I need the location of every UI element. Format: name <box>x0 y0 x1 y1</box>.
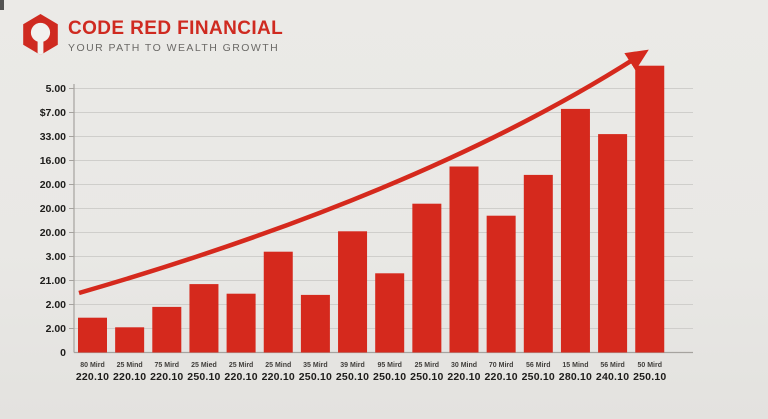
x-tick-label-line1: 56 Mird <box>600 362 625 369</box>
screen-edge-artifact <box>0 0 4 10</box>
y-tick-label: 33.00 <box>40 131 66 143</box>
y-tick-label: 0 <box>60 347 66 359</box>
x-tick-label-line1: 15 Mind <box>562 362 588 369</box>
bar <box>78 317 107 353</box>
x-tick-label-line1: 25 Mind <box>117 362 143 369</box>
bar <box>635 65 665 353</box>
x-tick-label-line2: 220.10 <box>113 371 146 383</box>
bar <box>115 327 145 353</box>
x-tick-label-line1: 25 Mird <box>415 362 440 369</box>
x-tick-label-line2: 220.10 <box>150 371 183 383</box>
bar <box>598 134 628 353</box>
x-tick-label-line1: 25 Mind <box>265 362 291 369</box>
x-tick-label-line2: 250.10 <box>299 371 332 383</box>
brand-title: CODE RED FINANCIAL <box>68 18 284 39</box>
x-tick-label-line1: 50 Mird <box>637 362 662 369</box>
y-tick-label: 20.00 <box>40 179 66 191</box>
y-tick-label: 2.00 <box>46 299 67 311</box>
x-tick-label-line1: 70 Mird <box>489 362 514 369</box>
x-tick-label-line2: 250.10 <box>336 371 369 383</box>
bar <box>263 251 293 353</box>
x-tick-label-line2: 220.10 <box>262 371 295 383</box>
trend-arrow <box>78 49 649 296</box>
x-tick-label-line1: 35 Mird <box>303 362 328 369</box>
y-tick-label: 3.00 <box>46 251 67 263</box>
brand-subtitle: YOUR PATH TO WEALTH GROWTH <box>68 41 280 54</box>
bar <box>300 294 330 353</box>
bar <box>338 231 368 353</box>
x-tick-label-line2: 220.10 <box>224 371 257 383</box>
x-tick-label-line1: 80 Mird <box>80 362 105 369</box>
bar <box>189 284 219 353</box>
y-tick-label: 5.00 <box>46 83 67 95</box>
x-tick-label-line2: 220.10 <box>76 371 109 383</box>
y-tick-label: 21.00 <box>40 275 66 287</box>
x-tick-label-line2: 250.10 <box>522 371 555 383</box>
x-tick-label-line2: 280.10 <box>559 371 592 383</box>
x-tick-label-line2: 250.10 <box>373 371 406 383</box>
x-tick-label-line1: 25 Mied <box>191 362 217 369</box>
bar <box>412 203 442 353</box>
x-tick-label-line1: 25 Mird <box>229 362 254 369</box>
y-tick-label: 16.00 <box>40 155 66 167</box>
y-tick-label: 2.00 <box>46 323 67 335</box>
x-tick-label-line2: 250.10 <box>633 371 666 383</box>
x-tick-label-line1: 30 Mind <box>451 362 477 369</box>
bar <box>152 306 182 353</box>
x-tick-label-line2: 250.10 <box>410 371 443 383</box>
bar <box>375 273 405 353</box>
x-tick-label-line2: 220.10 <box>447 371 480 383</box>
x-tick-label-line1: 56 Mird <box>526 362 551 369</box>
x-tick-label-line1: 95 Mird <box>377 362 402 369</box>
bar <box>449 166 479 353</box>
x-tick-label-line2: 250.10 <box>187 371 220 383</box>
y-tick-label: 20.00 <box>40 227 66 239</box>
x-tick-label-line2: 240.10 <box>596 371 629 383</box>
bar <box>523 174 553 353</box>
bar <box>226 293 256 353</box>
bar <box>486 215 516 353</box>
x-tick-label-line1: 75 Mird <box>155 362 180 369</box>
x-tick-label-line2: 220.10 <box>484 371 517 383</box>
header: CODE RED FINANCIAL YOUR PATH TO WEALTH G… <box>22 13 283 56</box>
y-tick-label: $7.00 <box>40 107 66 119</box>
x-tick-label-line1: 39 Mird <box>340 362 365 369</box>
bar <box>560 108 590 353</box>
y-tick-label: 20.00 <box>40 203 66 215</box>
brand-text-block: CODE RED FINANCIAL YOUR PATH TO WEALTH G… <box>68 19 283 54</box>
brand-logo-hexagon-keyhole-icon <box>23 14 58 55</box>
